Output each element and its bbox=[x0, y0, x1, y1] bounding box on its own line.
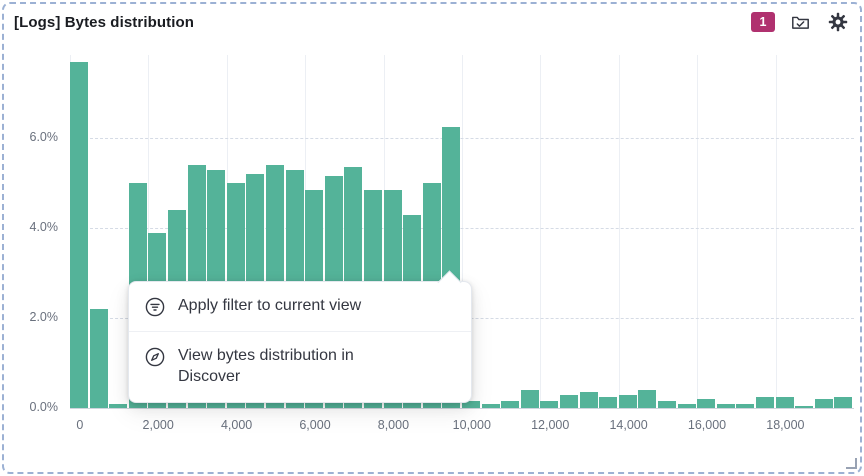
x-axis-label: 6,000 bbox=[299, 418, 331, 432]
filter-count-badge[interactable]: 1 bbox=[751, 12, 775, 32]
histogram-bar[interactable] bbox=[638, 390, 657, 408]
v-gridline bbox=[540, 55, 542, 408]
menu-item-label: Apply filter to current view bbox=[178, 297, 362, 314]
panel-header: [Logs] Bytes distribution 1 bbox=[4, 4, 860, 40]
folder-check-icon bbox=[792, 16, 809, 29]
histogram-bar[interactable] bbox=[520, 390, 539, 408]
x-axis-label: 14,000 bbox=[609, 418, 648, 432]
histogram-bar[interactable] bbox=[834, 396, 853, 408]
menu-item-apply-filter[interactable]: Apply filter to current view bbox=[129, 282, 471, 331]
v-gridline bbox=[148, 55, 150, 408]
histogram-bar[interactable] bbox=[618, 394, 637, 408]
x-axis-label: 18,000 bbox=[766, 418, 805, 432]
panel-resize-handle[interactable] bbox=[846, 458, 857, 469]
h-gridline bbox=[70, 228, 854, 230]
histogram-bar[interactable] bbox=[736, 403, 755, 408]
y-axis-label: 6.0% bbox=[29, 130, 59, 145]
save-to-library-button[interactable] bbox=[789, 11, 812, 34]
panel-settings-button[interactable] bbox=[826, 10, 850, 34]
histogram-bar[interactable] bbox=[756, 396, 774, 408]
panel-context-menu: Apply filter to current view View bytes … bbox=[128, 269, 472, 403]
filter-icon bbox=[145, 297, 165, 317]
histogram-bar[interactable] bbox=[501, 401, 520, 408]
y-axis-label: 4.0% bbox=[29, 220, 59, 235]
histogram-bar[interactable] bbox=[560, 394, 578, 408]
histogram-bar[interactable] bbox=[814, 399, 833, 408]
x-axis-label: 8,000 bbox=[377, 418, 410, 432]
gear-icon bbox=[828, 12, 848, 32]
x-axis-label: 0 bbox=[76, 418, 84, 432]
y-axis-label: 2.0% bbox=[29, 310, 59, 325]
menu-item-label: View bytes distribution in Discover bbox=[178, 347, 354, 385]
histogram-bar[interactable] bbox=[481, 403, 500, 408]
histogram-bar[interactable] bbox=[658, 401, 676, 408]
histogram-bar[interactable] bbox=[795, 405, 814, 408]
histogram-bar[interactable] bbox=[716, 403, 735, 408]
compass-icon bbox=[145, 347, 165, 367]
x-axis-label: 2,000 bbox=[142, 418, 174, 432]
histogram-bar[interactable] bbox=[70, 61, 88, 408]
menu-item-view-in-discover[interactable]: View bytes distribution in Discover bbox=[129, 331, 471, 402]
y-axis-label: 0.0% bbox=[29, 400, 59, 414]
x-axis-label: 16,000 bbox=[687, 418, 727, 432]
chart-area: 0 2,000 4,000 6,000 8,000 10,000 12,000 14,000 1… bbox=[0, 40, 864, 476]
panel-title: [Logs] Bytes distribution bbox=[14, 13, 194, 31]
histogram-bar[interactable] bbox=[540, 401, 559, 408]
histogram-bar[interactable] bbox=[775, 396, 794, 408]
histogram-bar[interactable] bbox=[89, 309, 108, 408]
histogram-bar[interactable] bbox=[579, 392, 598, 408]
histogram-bar[interactable] bbox=[462, 401, 480, 408]
histogram-bar[interactable] bbox=[677, 403, 696, 408]
x-axis-label: 10,000 bbox=[452, 418, 491, 432]
h-gridline bbox=[70, 138, 854, 140]
v-gridline bbox=[775, 55, 777, 408]
panel-header-actions: 1 bbox=[751, 10, 850, 34]
histogram-bar[interactable] bbox=[697, 399, 716, 408]
x-axis-label: 12,000 bbox=[531, 418, 570, 432]
v-gridline bbox=[462, 55, 463, 408]
v-gridline bbox=[618, 55, 620, 408]
histogram-bar[interactable] bbox=[109, 403, 128, 408]
histogram-bar[interactable] bbox=[599, 396, 618, 408]
x-axis-line bbox=[70, 408, 854, 409]
v-gridline bbox=[697, 55, 699, 408]
x-axis-label: 4,000 bbox=[220, 418, 253, 432]
